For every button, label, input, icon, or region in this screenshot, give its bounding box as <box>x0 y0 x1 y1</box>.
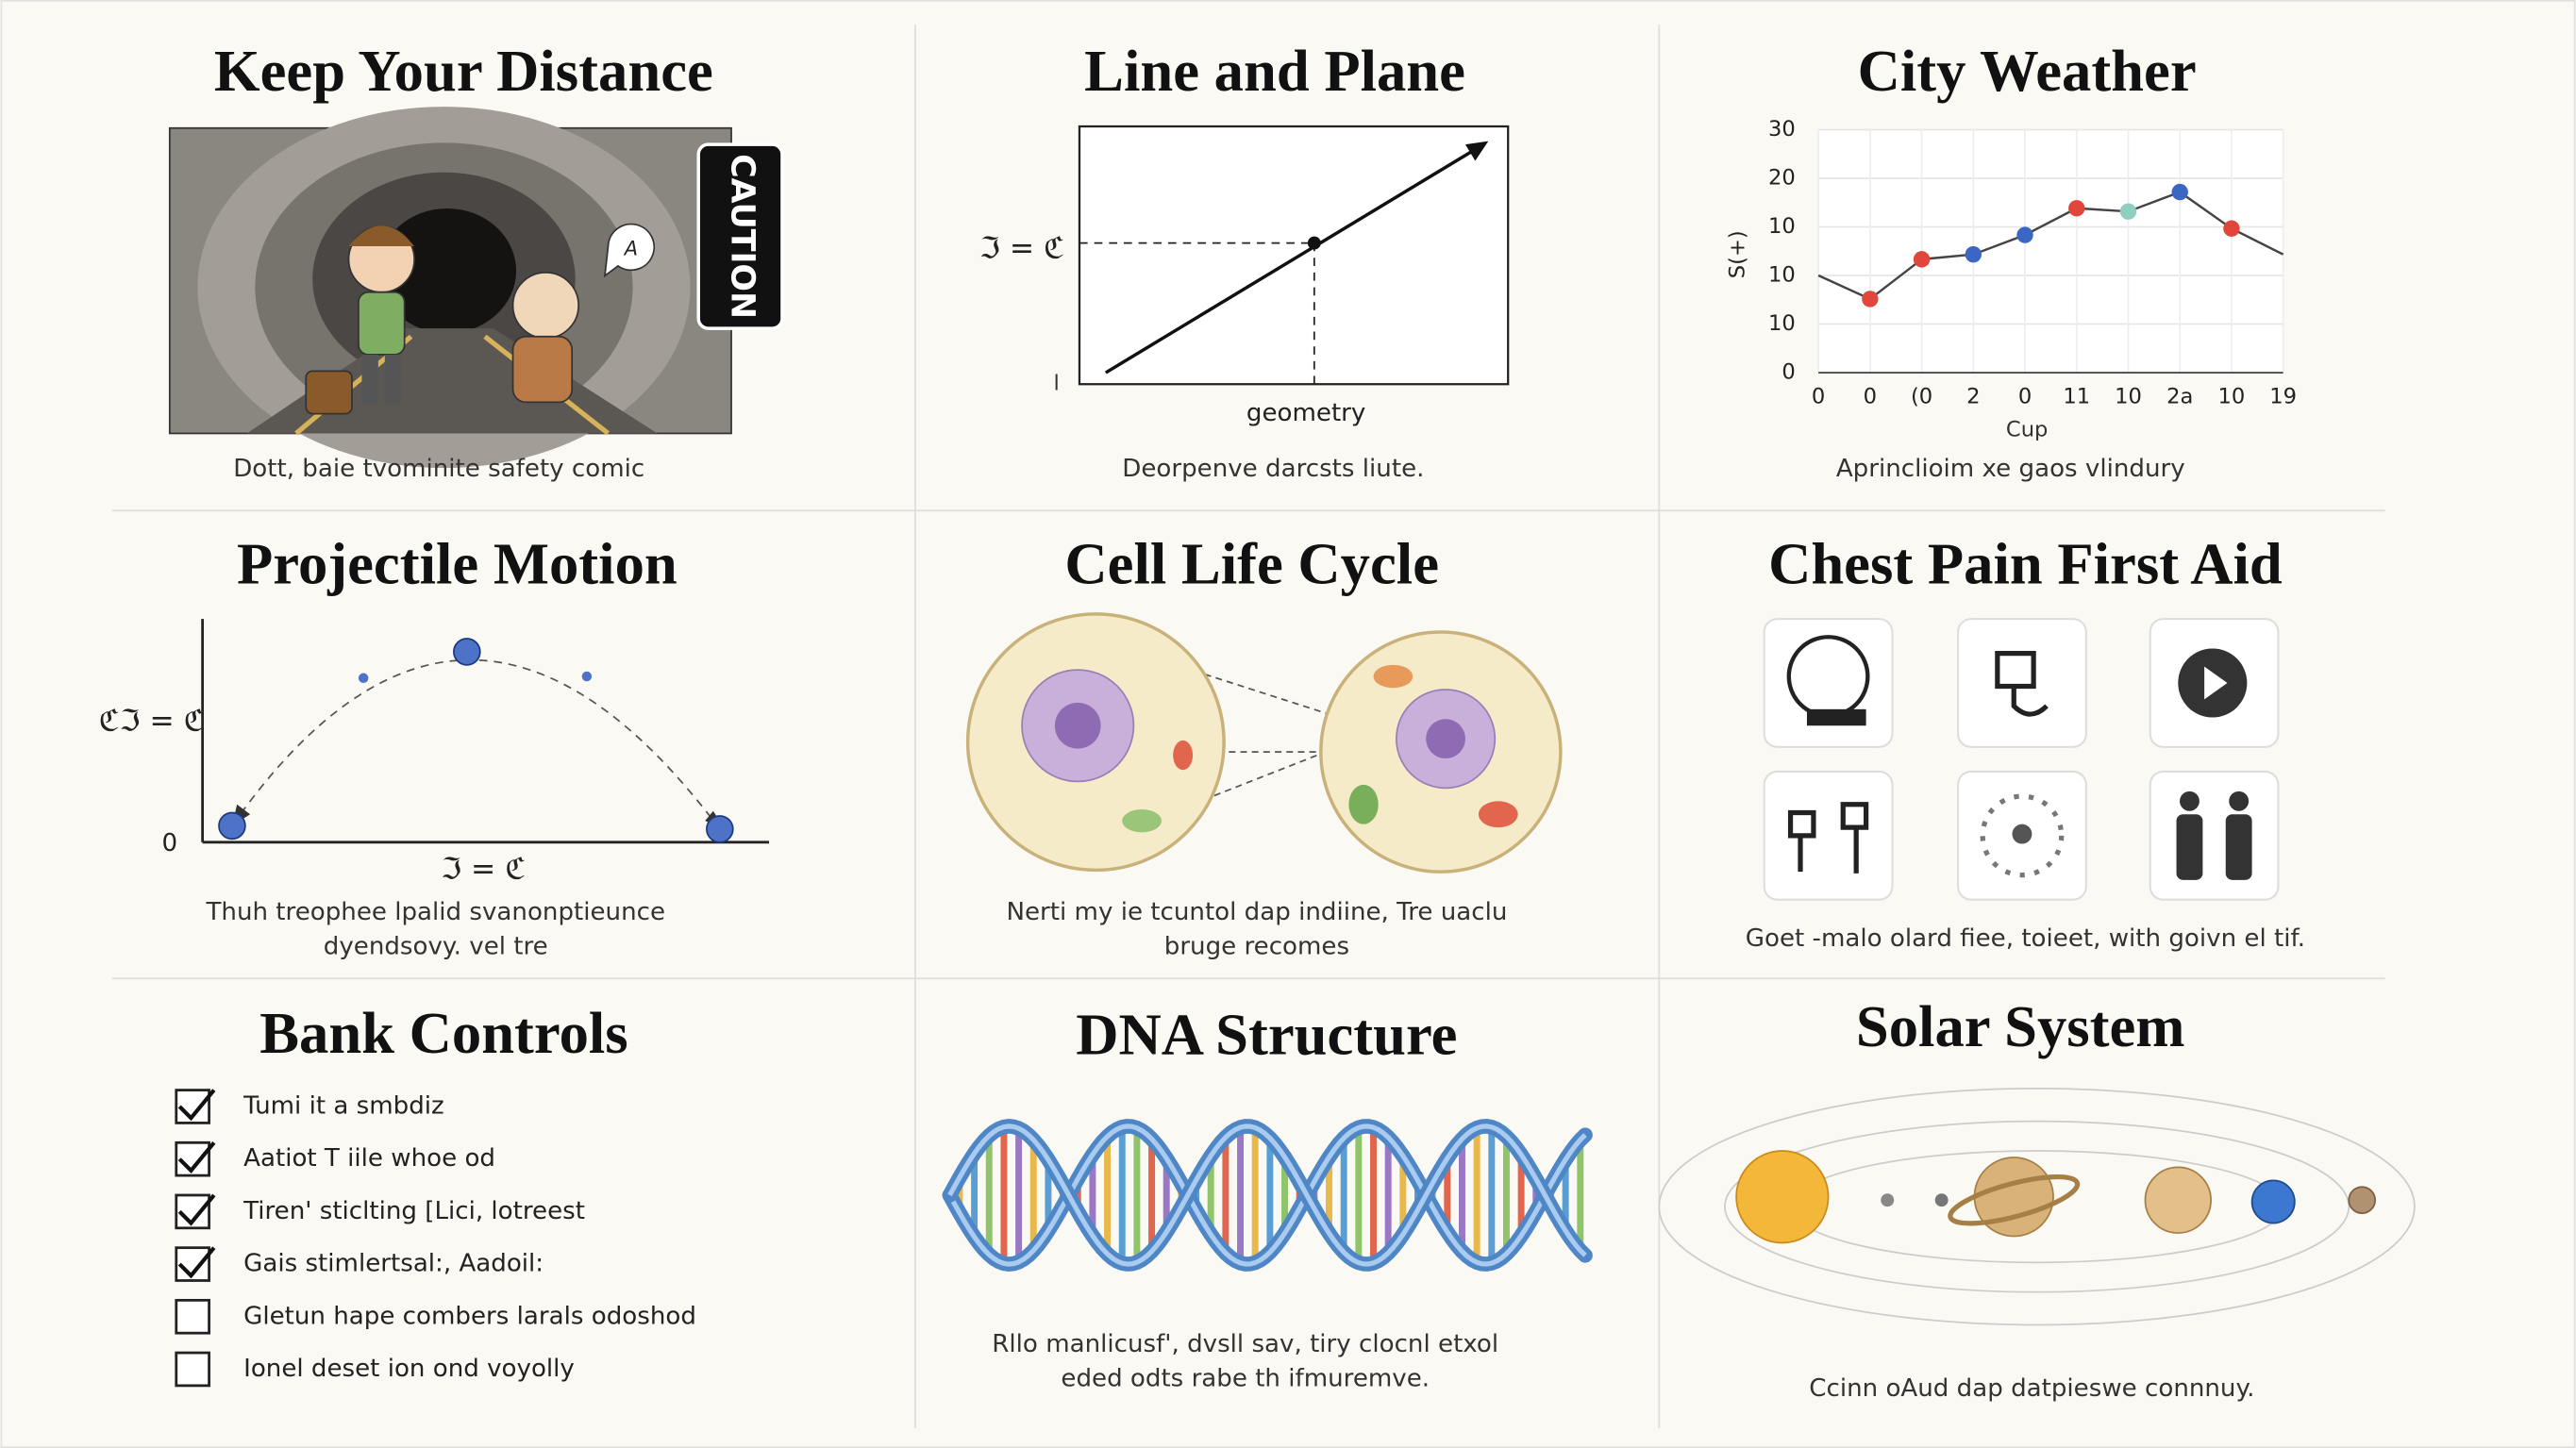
y-tick-label: 30 <box>1768 117 1796 141</box>
x-label: geometry <box>1246 399 1365 427</box>
point <box>2016 226 2033 243</box>
origin-label: 0 <box>162 829 178 857</box>
first-aid-icons <box>1763 618 2280 901</box>
panel-title: Cell Life Cycle <box>1064 530 1439 596</box>
point <box>1862 291 1879 308</box>
checklist-item: Tumi it a smbdiz <box>243 1092 444 1121</box>
caption: Rllo manlicusf', dvsll sav, tiry clocnl … <box>992 1330 1498 1358</box>
checklist-item: Gletun hape combers larals odoshod <box>243 1302 696 1330</box>
point <box>1965 246 1982 263</box>
checklist-item: Aatiot T iile whoe od <box>243 1144 495 1173</box>
strand-highlight <box>947 1123 1587 1267</box>
x-tick-label: 0 <box>2018 385 2032 409</box>
panel-title: City Weather <box>1858 38 2197 104</box>
x-tick-label: 2a <box>2166 385 2193 409</box>
check-mark <box>177 1193 216 1226</box>
point <box>2119 203 2137 220</box>
x-tick-label: (0 <box>1911 385 1932 409</box>
y-tick-label: 10 <box>1768 311 1796 336</box>
checkbox[interactable] <box>175 1351 210 1388</box>
caption: Deorpenve darcsts liute. <box>1122 455 1424 483</box>
y-tick-label: 20 <box>1768 166 1796 191</box>
panel-title: Solar System <box>1856 993 2185 1059</box>
plot-area <box>1818 129 2283 374</box>
x-tick-label: 10 <box>2115 385 2142 409</box>
checkbox[interactable] <box>175 1298 210 1335</box>
panel-title: Projectile Motion <box>237 530 677 596</box>
check-mark <box>177 1246 216 1279</box>
y-label: ℑ = ℭ <box>979 232 1064 266</box>
x-label: ℑ = ℭ <box>441 852 526 886</box>
x-tick-label: 19 <box>2269 385 2297 409</box>
panel-title: Bank Controls <box>259 1000 627 1066</box>
x-tick-label: 0 <box>1864 385 1877 409</box>
y-label: ℭℑ = ℭ <box>99 705 205 739</box>
panel-title: Line and Plane <box>1084 38 1465 104</box>
line-diagram <box>1078 125 1510 386</box>
y-tick-label: 0 <box>1781 360 1795 385</box>
x-tick-label: 11 <box>2063 385 2090 409</box>
dna-helix <box>942 1119 1593 1272</box>
strand-highlight <box>947 1123 1587 1267</box>
caution-sign: CAUTION <box>723 154 761 319</box>
panel-title: Chest Pain First Aid <box>1768 530 2283 596</box>
solar-illustration <box>1658 1087 2416 1326</box>
caption: Aprinclioim xe gaos vlindury <box>1836 455 2185 483</box>
checklist-item: Ionel deset ion ond voyolly <box>243 1355 575 1383</box>
caption: Thuh treophee lpalid svanonptieunce <box>205 898 665 926</box>
projectile-diagram <box>201 619 770 844</box>
checklist-item: Tiren' sticlting [Lici, lotreest <box>243 1197 585 1225</box>
caption: dyendsovy. vel tre <box>324 933 548 961</box>
y-tick-label: 10 <box>1768 263 1796 288</box>
tunnel-comic: A CAUTION <box>168 107 784 469</box>
caption: Dott, baie tvominite safety comic <box>233 455 644 483</box>
panel-title: Keep Your Distance <box>214 38 713 104</box>
check-mark <box>177 1089 216 1122</box>
caption: Ccinn oAud dap datpieswe connnuy. <box>1809 1374 2254 1403</box>
point <box>2171 183 2188 201</box>
caption: Nerti my ie tcuntol dap indiine, Tre uac… <box>1006 898 1507 926</box>
origin-label: l <box>1053 372 1059 396</box>
y-tick-label: 10 <box>1768 214 1796 239</box>
x-axis-title: Cup <box>2006 417 2048 441</box>
caption: bruge recomes <box>1164 933 1349 961</box>
point <box>2068 200 2085 217</box>
x-tick-label: 10 <box>2218 385 2246 409</box>
point <box>1913 251 1931 268</box>
line <box>1817 191 2284 301</box>
x-tick-label: 2 <box>1966 385 1980 409</box>
checklist: Tumi it a smbdiz Aatiot T iile whoe od Tir… <box>175 1089 696 1388</box>
checklist-item: Gais stimlertsal:, Aadoil: <box>243 1250 544 1278</box>
y-axis-title: S(+) <box>1725 230 1749 278</box>
cell-illustration <box>965 612 1563 874</box>
panel-title: DNA Structure <box>1076 1002 1457 1068</box>
x-tick-label: 0 <box>1812 385 1825 409</box>
caption: eded odts rabe th ifmuremve. <box>1061 1364 1430 1392</box>
check-mark <box>177 1140 216 1173</box>
point <box>2223 220 2240 237</box>
caption: Goet -malo olard fiee, toieet, with goiv… <box>1746 924 2305 953</box>
speech-bubble: A <box>623 238 638 260</box>
